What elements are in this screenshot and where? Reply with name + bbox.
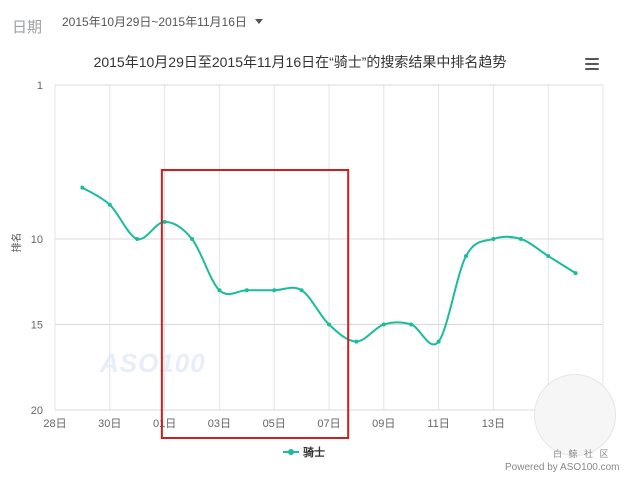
- legend-swatch-dot: [288, 449, 294, 455]
- data-point: [327, 322, 331, 327]
- data-point: [107, 202, 112, 207]
- data-point: [573, 271, 578, 276]
- data-point: [518, 236, 523, 241]
- x-tick-label: 03日: [208, 418, 231, 430]
- data-point: [299, 288, 304, 293]
- data-point: [354, 339, 359, 344]
- data-point: [135, 236, 140, 241]
- date-label: 日期: [12, 19, 43, 36]
- data-point: [464, 254, 468, 259]
- data-point: [436, 339, 441, 344]
- date-range-text: 2015年10月29日~2015年11月16日: [62, 15, 247, 29]
- data-point: [546, 254, 551, 259]
- data-point: [381, 322, 386, 327]
- data-point: [80, 185, 85, 190]
- y-tick-label: 1: [37, 80, 43, 92]
- x-tick-label: 01日: [153, 418, 176, 430]
- community-logo: [534, 374, 616, 456]
- y-tick-label: 20: [31, 405, 43, 417]
- logo-text: 白 鲸 社 区: [553, 449, 611, 459]
- powered-by-text: Powered by ASO100.com: [505, 462, 620, 473]
- date-range-picker[interactable]: 2015年10月29日~2015年11月16日: [62, 13, 263, 30]
- data-point: [244, 288, 249, 293]
- watermark: ASO100: [100, 348, 206, 378]
- y-axis-label: 排名: [10, 233, 23, 253]
- x-tick-label: 11日: [427, 418, 449, 430]
- x-tick-label: 07日: [317, 418, 340, 430]
- data-point: [409, 322, 414, 327]
- highlight-box: [160, 169, 350, 439]
- x-tick-label: 09日: [372, 418, 395, 430]
- x-tick-label: 13日: [482, 418, 505, 430]
- y-tick-label: 15: [31, 319, 43, 331]
- data-point: [162, 219, 167, 224]
- chart-title: 2015年10月29日至2015年11月16日在“骑士”的搜索结果中排名趋势: [93, 54, 507, 70]
- x-tick-label: 30日: [98, 418, 121, 430]
- y-tick-label: 10: [31, 234, 43, 246]
- hamburger-menu-icon[interactable]: [585, 58, 599, 70]
- x-tick-label: 05日: [263, 418, 286, 430]
- legend-label: 骑士: [303, 445, 325, 459]
- x-tick-label: 28日: [43, 418, 66, 430]
- data-point: [190, 236, 194, 241]
- chevron-down-icon: [254, 19, 263, 24]
- data-point: [491, 236, 496, 241]
- data-point: [272, 288, 277, 293]
- data-point: [217, 288, 222, 293]
